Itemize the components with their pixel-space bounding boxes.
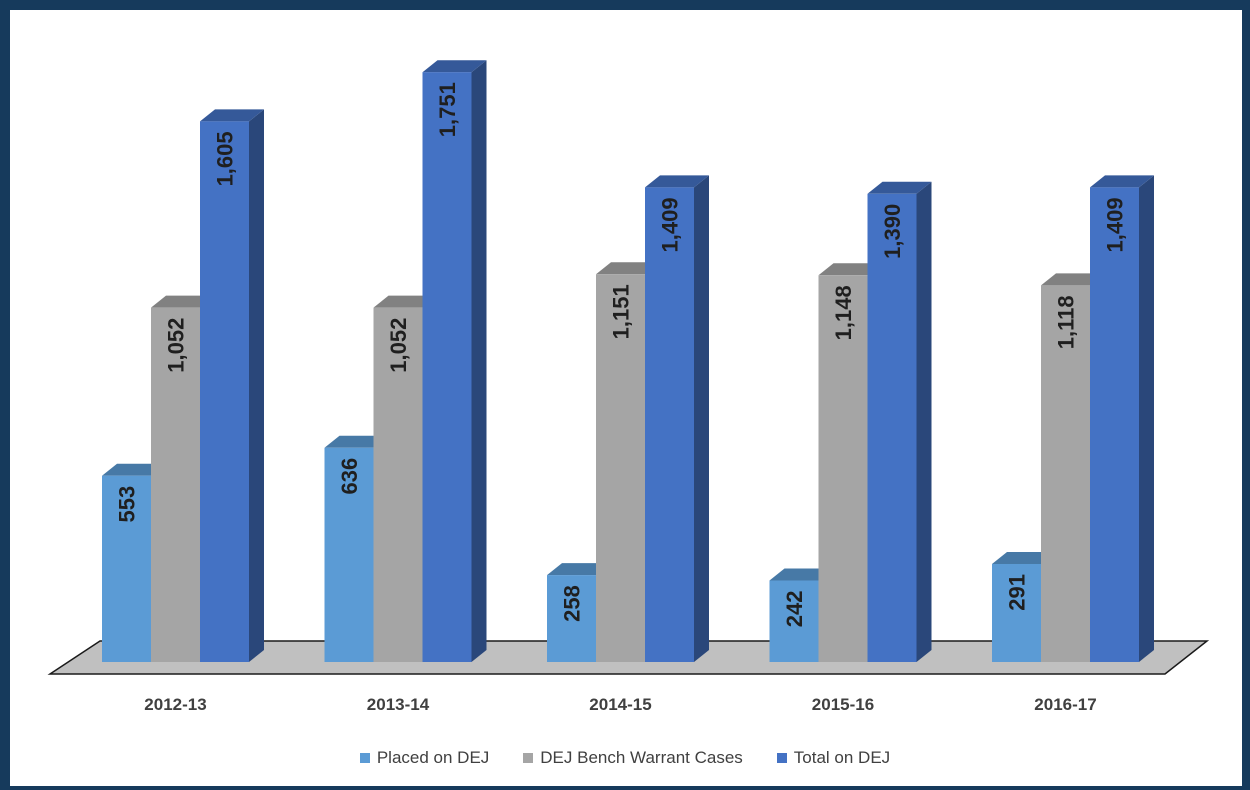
category-label: 2015-16 xyxy=(812,695,874,714)
bar-top xyxy=(1090,175,1154,188)
bar-front xyxy=(1090,187,1139,663)
bar-front xyxy=(818,275,868,662)
bar-top xyxy=(818,263,883,276)
bar-side xyxy=(916,181,932,662)
legend-swatch-bench-warrant xyxy=(523,753,534,763)
bar-front xyxy=(151,307,200,662)
bar-top xyxy=(373,295,438,308)
legend-label-bench-warrant: DEJ Bench Warrant Cases xyxy=(540,748,743,767)
bar-front xyxy=(645,187,694,663)
value-label: 636 xyxy=(337,458,362,495)
value-label: 1,751 xyxy=(435,82,460,137)
bar-2014-15-2 xyxy=(645,175,709,663)
value-label: 1,148 xyxy=(831,285,856,340)
bar-2016-17-2 xyxy=(1090,175,1154,663)
value-label: 1,409 xyxy=(658,197,683,252)
legend-swatch-placed xyxy=(359,753,370,763)
bar-top xyxy=(992,551,1056,564)
bar-top xyxy=(547,563,611,576)
bar-top xyxy=(422,60,487,73)
value-label: 1,390 xyxy=(880,204,905,259)
bar-top xyxy=(867,181,932,194)
bar-side xyxy=(249,109,264,663)
legend-label-placed: Placed on DEJ xyxy=(376,748,490,767)
bar-2013-14-2 xyxy=(422,60,487,663)
bar-2015-16-2 xyxy=(867,181,932,662)
category-label: 2013-14 xyxy=(367,695,430,714)
category-label: 2012-13 xyxy=(144,695,206,714)
value-label: 1,052 xyxy=(386,318,411,373)
bar-front xyxy=(769,580,819,662)
value-label: 291 xyxy=(1005,574,1030,611)
bar-front xyxy=(992,563,1041,662)
bar-top xyxy=(769,568,834,581)
value-label: 1,151 xyxy=(609,284,634,339)
bar-side xyxy=(1139,175,1154,663)
value-label: 553 xyxy=(115,486,140,523)
bar-front xyxy=(200,121,249,663)
value-label: 1,118 xyxy=(1054,295,1079,349)
value-label: 1,052 xyxy=(164,318,189,373)
bar-top xyxy=(596,262,660,275)
bar-front xyxy=(1041,285,1090,662)
legend-item-total: Total on DEJ xyxy=(776,748,891,768)
bar-side xyxy=(694,175,709,663)
legend-label-total: Total on DEJ xyxy=(793,748,891,767)
bar-top xyxy=(324,435,389,448)
bar-side xyxy=(471,60,487,663)
category-label: 2014-15 xyxy=(589,695,651,714)
value-label: 242 xyxy=(782,590,807,627)
legend-item-bench-warrant: DEJ Bench Warrant Cases xyxy=(523,748,743,768)
bar-2012-13-2 xyxy=(200,109,264,663)
value-label: 1,605 xyxy=(213,131,238,186)
bar-top xyxy=(151,295,215,308)
value-label: 1,409 xyxy=(1103,197,1128,252)
value-label: 258 xyxy=(560,585,585,622)
bar-front xyxy=(867,193,917,662)
bar-front xyxy=(422,72,472,663)
bar-top xyxy=(645,175,709,188)
bar-front xyxy=(324,447,374,662)
bar-front xyxy=(102,475,151,662)
bar-top xyxy=(1041,273,1105,286)
legend-item-placed: Placed on DEJ xyxy=(359,748,490,768)
category-label: 2016-17 xyxy=(1034,695,1096,714)
bar-front xyxy=(373,307,423,662)
bar-top xyxy=(200,109,264,122)
bar-front xyxy=(547,575,596,662)
bar-top xyxy=(102,463,166,476)
chart-legend: Placed on DEJ DEJ Bench Warrant Cases To… xyxy=(0,748,1250,768)
legend-swatch-total xyxy=(776,753,787,763)
bar-front xyxy=(596,274,645,662)
